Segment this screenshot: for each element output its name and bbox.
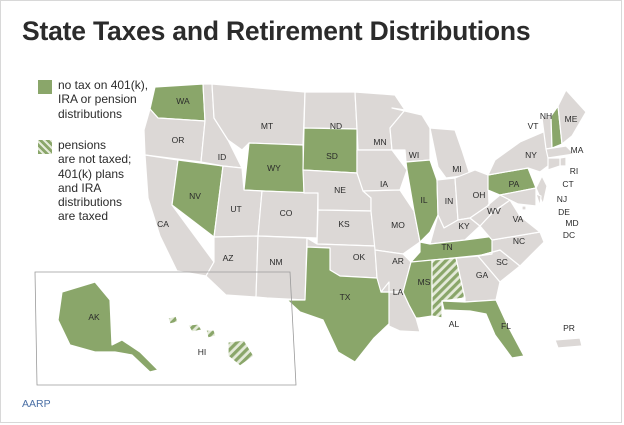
state-wi bbox=[389, 107, 431, 163]
state-label-ri: RI bbox=[570, 166, 579, 176]
state-label-sc: SC bbox=[496, 257, 508, 267]
state-label-ak: AK bbox=[88, 312, 100, 322]
state-pr bbox=[554, 337, 583, 349]
state-label-tx: TX bbox=[340, 292, 351, 302]
state-label-ny: NY bbox=[525, 150, 537, 160]
state-label-ks: KS bbox=[338, 219, 350, 229]
state-label-ms: MS bbox=[418, 277, 431, 287]
state-label-fl: FL bbox=[501, 321, 511, 331]
state-label-nm: NM bbox=[269, 257, 282, 267]
state-label-sd: SD bbox=[326, 151, 338, 161]
state-label-nj: NJ bbox=[557, 194, 567, 204]
state-label-nv: NV bbox=[189, 191, 201, 201]
state-label-mn: MN bbox=[373, 137, 386, 147]
state-label-az: AZ bbox=[223, 253, 234, 263]
state-ri bbox=[559, 156, 567, 167]
state-ak bbox=[57, 281, 159, 373]
state-label-or: OR bbox=[172, 135, 185, 145]
state-hi bbox=[167, 315, 255, 367]
state-label-wv: WV bbox=[487, 206, 501, 216]
state-label-ky: KY bbox=[458, 221, 470, 231]
state-mi bbox=[429, 127, 471, 179]
state-label-nc: NC bbox=[513, 236, 525, 246]
state-label-nh: NH bbox=[540, 111, 552, 121]
state-ma bbox=[545, 145, 575, 159]
state-ct bbox=[547, 157, 561, 171]
state-dc bbox=[521, 205, 527, 211]
legend-swatch-pensions-exempt bbox=[38, 140, 52, 154]
state-label-ca: CA bbox=[157, 219, 169, 229]
state-label-mo: MO bbox=[391, 220, 405, 230]
state-label-mt: MT bbox=[261, 121, 273, 131]
state-fl bbox=[441, 299, 525, 359]
state-ky bbox=[429, 214, 481, 245]
state-label-me: ME bbox=[565, 114, 578, 124]
state-label-nd: ND bbox=[330, 121, 342, 131]
state-label-la: LA bbox=[393, 287, 404, 297]
credit-text: AARP bbox=[22, 398, 51, 410]
state-il bbox=[405, 159, 439, 243]
state-label-wi: WI bbox=[409, 150, 419, 160]
state-label-co: CO bbox=[280, 208, 293, 218]
state-label-tn: TN bbox=[441, 242, 452, 252]
state-label-il: IL bbox=[420, 195, 427, 205]
state-label-vt: VT bbox=[528, 121, 539, 131]
state-nm bbox=[255, 235, 308, 301]
state-label-hi: HI bbox=[198, 347, 207, 357]
state-label-ar: AR bbox=[392, 256, 404, 266]
state-label-wy: WY bbox=[267, 163, 281, 173]
state-label-md: MD bbox=[565, 218, 578, 228]
state-label-ma: MA bbox=[571, 145, 584, 155]
state-label-al: AL bbox=[449, 319, 460, 329]
state-de bbox=[535, 193, 542, 207]
inset-box bbox=[34, 271, 297, 386]
state-label-mi: MI bbox=[452, 164, 461, 174]
legend-label-pensions-exempt: pensions are not taxed; 401(k) plans and… bbox=[58, 138, 132, 224]
state-label-ga: GA bbox=[476, 270, 489, 280]
state-az bbox=[205, 235, 259, 298]
state-label-id: ID bbox=[218, 152, 227, 162]
state-label-pr: PR bbox=[563, 323, 575, 333]
state-label-pa: PA bbox=[509, 179, 520, 189]
state-label-ct: CT bbox=[562, 179, 573, 189]
state-label-va: VA bbox=[513, 214, 524, 224]
state-label-de: DE bbox=[558, 207, 570, 217]
state-label-ne: NE bbox=[334, 185, 346, 195]
state-md bbox=[499, 187, 537, 207]
state-label-ok: OK bbox=[353, 252, 366, 262]
state-label-ia: IA bbox=[380, 179, 388, 189]
state-label-ut: UT bbox=[230, 204, 241, 214]
state-label-wa: WA bbox=[176, 96, 190, 106]
state-label-in: IN bbox=[445, 196, 454, 206]
legend-label-no-tax: no tax on 401(k), IRA or pension distrib… bbox=[58, 78, 149, 121]
state-me bbox=[557, 89, 587, 145]
map-title: State Taxes and Retirement Distributions bbox=[22, 16, 531, 46]
state-nc bbox=[477, 231, 545, 267]
state-label-dc: DC bbox=[563, 230, 575, 240]
legend-swatch-no-tax bbox=[38, 80, 52, 94]
state-label-oh: OH bbox=[473, 190, 486, 200]
